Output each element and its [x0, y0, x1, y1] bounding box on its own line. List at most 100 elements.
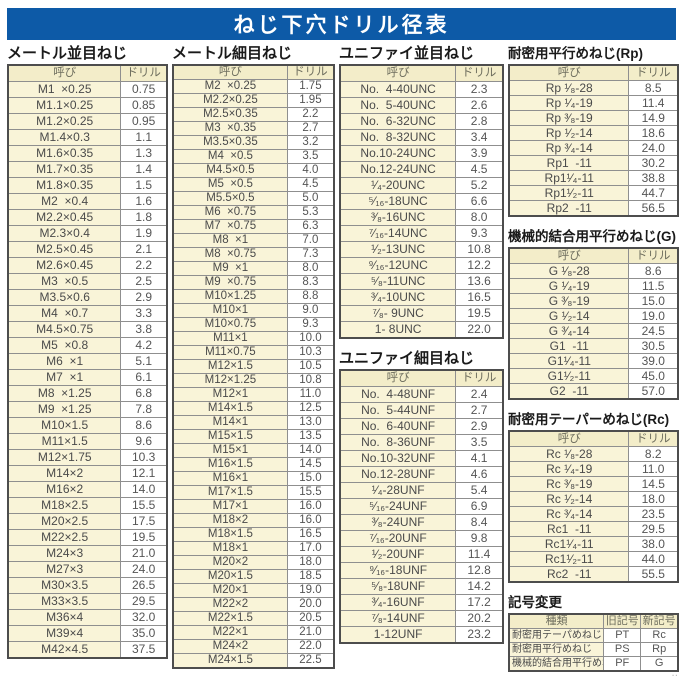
drill-value-cell: 6.6 — [455, 193, 504, 210]
drill-value-cell: 3.2 — [286, 135, 335, 150]
thread-name-cell: G1 -11 — [508, 338, 630, 354]
rp-table-host: 呼び ドリル Rp ¹⁄₈-28 8.5 Rp ¹⁄₄-19 11.4 Rp ³⁄₈-19 1… — [508, 64, 679, 217]
thread-name-cell: M16×1.5 — [172, 457, 288, 472]
drill-value-cell: 7.0 — [286, 233, 335, 248]
table-row: M22×1.5 20.5 — [172, 611, 335, 626]
table-row: M2.6×0.45 2.2 — [7, 257, 168, 274]
drill-value-cell: 56.5 — [628, 200, 679, 217]
data-table: 種類 旧記号 新記号 耐密用テーパめねじ PT Rc 耐密用平行めねじ PS Rp 機械的結合用平… — [508, 613, 679, 672]
table-row: M16×1.5 14.5 — [172, 457, 335, 472]
thread-name-cell: G1¹⁄₂-11 — [508, 368, 630, 384]
table-row: ¹⁄₄-20UNC 5.2 — [339, 177, 504, 194]
thread-name-cell: M4 ×0.5 — [172, 149, 288, 164]
drill-value-cell: 3.9 — [455, 145, 504, 162]
thread-name-cell: G ¹⁄₂-14 — [508, 308, 630, 324]
thread-name-cell: M10×1 — [172, 303, 288, 318]
drill-value-cell: 8.6 — [628, 263, 679, 279]
thread-name-cell: G ³⁄₄-14 — [508, 323, 630, 339]
table-row: ⁵⁄₁₆-24UNF 6.9 — [339, 498, 504, 515]
drill-value-cell: 12.2 — [455, 257, 504, 274]
drill-value-cell: Rc — [640, 628, 679, 643]
thread-name-cell: M14×2 — [7, 465, 122, 482]
drill-value-cell: 5.2 — [455, 177, 504, 194]
drill-value-cell: 8.2 — [628, 446, 679, 462]
thread-name-cell: M9 ×1.25 — [7, 401, 122, 418]
table-row: M22×2 20.0 — [172, 597, 335, 612]
table-row: No. 4-40UNC 2.3 — [339, 81, 504, 98]
table-row: M22×2.5 19.5 — [7, 529, 168, 546]
drill-value-cell: 12.5 — [286, 401, 335, 416]
drill-value-cell: 11.0 — [628, 461, 679, 477]
thread-name-cell: M11×1 — [172, 331, 288, 346]
unified-fine-table-host: 呼び ドリル No. 4-48UNF 2.4 No. 5-44UNF 2.7 No. 6-4… — [339, 369, 504, 644]
thread-name-cell: Rp ³⁄₈-19 — [508, 110, 630, 126]
drill-value-cell: 8.8 — [286, 289, 335, 304]
column-header: 呼び — [172, 64, 288, 80]
table-row: ⁷⁄₈- 9UNC 19.5 — [339, 305, 504, 322]
thread-name-cell: M5 ×0.8 — [7, 337, 122, 354]
thread-name-cell: M39×4 — [7, 625, 122, 642]
column-metric-coarse: メートル並目ねじ 呼び ドリル M1 ×0.25 0.75 M1.1×0.25 0.85 M… — [7, 45, 168, 659]
drill-value-cell: 16.0 — [286, 513, 335, 528]
thread-name-cell: M1.1×0.25 — [7, 97, 122, 114]
section-title-g: 機械的結合用平行めねじ(G) — [508, 229, 676, 244]
table-row: M3.5×0.35 3.2 — [172, 135, 335, 150]
column-header: 呼び — [339, 369, 457, 387]
table-row: M14×2 12.1 — [7, 465, 168, 482]
table-row: ¹⁄₂-13UNC 10.8 — [339, 241, 504, 258]
table-row: 1- 8UNC 22.0 — [339, 321, 504, 339]
drill-value-cell: 23.2 — [455, 626, 504, 644]
thread-name-cell: ¹⁄₂-20UNF — [339, 546, 457, 563]
table-row: M3.5×0.6 2.9 — [7, 289, 168, 306]
drill-value-cell: 8.5 — [628, 80, 679, 96]
table-row: M20×1.5 18.5 — [172, 569, 335, 584]
thread-name-cell: M3.5×0.6 — [7, 289, 122, 306]
table-row: M27×3 24.0 — [7, 561, 168, 578]
thread-name-cell: M14×1.5 — [172, 401, 288, 416]
drill-value-cell: 11.0 — [286, 387, 335, 402]
drill-value-cell: 15.5 — [286, 485, 335, 500]
table-row: No. 8-32UNC 3.4 — [339, 129, 504, 146]
table-row: Rc ³⁄₄-14 23.5 — [508, 506, 679, 522]
table-row: M33×3.5 29.5 — [7, 593, 168, 610]
drill-value-cell: 14.0 — [286, 443, 335, 458]
column-header: 呼び — [7, 64, 122, 82]
drill-value-cell: 1.9 — [120, 225, 168, 242]
drill-value-cell: 12.1 — [120, 465, 168, 482]
table-row: G1¹⁄₄-11 39.0 — [508, 353, 679, 369]
thread-name-cell: Rp ¹⁄₈-28 — [508, 80, 630, 96]
drill-value-cell: 6.8 — [120, 385, 168, 402]
column-metric-fine: メートル細目ねじ 呼び ドリル M2 ×0.25 1.75 M2.2×0.25 1.95 M… — [172, 45, 335, 669]
table-row: M17×1.5 15.5 — [172, 485, 335, 500]
drill-value-cell: 15.5 — [120, 497, 168, 514]
drill-value-cell: 14.2 — [455, 578, 504, 595]
table-row: M3 ×0.35 2.7 — [172, 121, 335, 136]
table-row: M10×1.5 8.6 — [7, 417, 168, 434]
drill-value-cell: 10.3 — [286, 345, 335, 360]
table-row: M16×1 15.0 — [172, 471, 335, 486]
table-row: M1 ×0.25 0.75 — [7, 81, 168, 98]
thread-name-cell: M24×3 — [7, 545, 122, 562]
thread-name-cell: Rp2 -11 — [508, 200, 630, 217]
thread-name-cell: Rc1¹⁄₄-11 — [508, 536, 630, 552]
thread-name-cell: M24×2 — [172, 639, 288, 654]
data-table: 呼び ドリル G ¹⁄₈-28 8.6 G ¹⁄₄-19 11.5 G ³⁄₈-19 15.0… — [508, 247, 679, 400]
thread-name-cell: M1.4×0.3 — [7, 129, 122, 146]
table-row: M2.3×0.4 1.9 — [7, 225, 168, 242]
drill-value-cell: 9.3 — [455, 225, 504, 242]
drill-value-cell: 17.2 — [455, 594, 504, 611]
column-header: ドリル — [120, 64, 168, 82]
thread-name-cell: No. 8-36UNF — [339, 434, 457, 451]
data-table: 呼び ドリル M2 ×0.25 1.75 M2.2×0.25 1.95 M2.5×0.35 2… — [172, 64, 335, 669]
thread-name-cell: Rc1¹⁄₂-11 — [508, 551, 630, 567]
table-row: ¹⁄₄-28UNF 5.4 — [339, 482, 504, 499]
thread-name-cell: ⁷⁄₁₆-20UNF — [339, 530, 457, 547]
drill-value-cell: 7.3 — [286, 247, 335, 262]
table-row: No.10-32UNF 4.1 — [339, 450, 504, 467]
thread-name-cell: M14×1 — [172, 415, 288, 430]
thread-name-cell: M8 ×1.25 — [7, 385, 122, 402]
thread-name-cell: M18×2.5 — [7, 497, 122, 514]
thread-name-cell: No.10-32UNF — [339, 450, 457, 467]
drill-value-cell: 2.9 — [455, 418, 504, 435]
table-row: ⁷⁄₁₆-20UNF 9.8 — [339, 530, 504, 547]
